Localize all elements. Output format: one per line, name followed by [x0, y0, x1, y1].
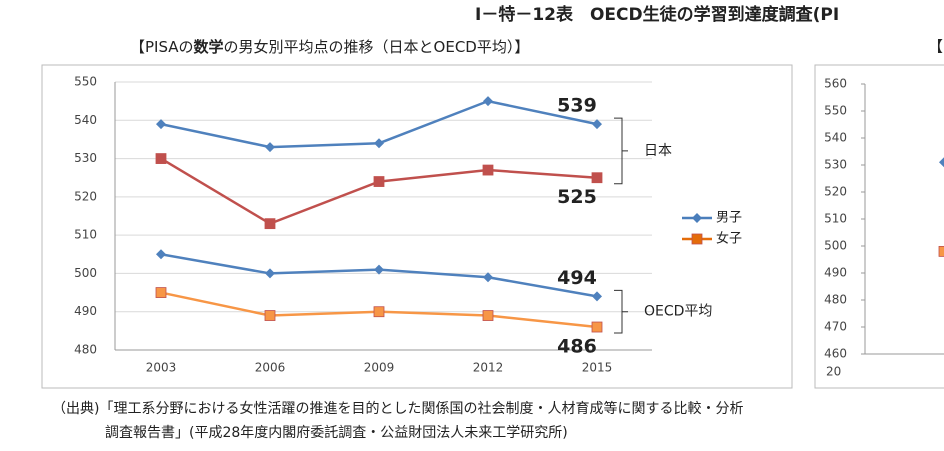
- point: [591, 172, 603, 184]
- point: [373, 176, 385, 187]
- series-line: [160, 253, 598, 298]
- x-tick-label: 2003: [146, 361, 177, 375]
- chart-subtitle: 【PISAの数学の男女別平均点の推移（日本とOECD平均）】: [130, 38, 529, 56]
- point: [691, 233, 703, 245]
- chart-frame: [41, 64, 793, 389]
- x-tick-label: 2006: [255, 361, 286, 375]
- point: [482, 310, 494, 321]
- point: [264, 218, 276, 230]
- point: [373, 306, 385, 318]
- subtitle-part: 数学: [194, 38, 224, 56]
- point: [156, 249, 166, 260]
- y-tick-label: 520: [824, 185, 847, 199]
- point: [264, 310, 276, 321]
- y-tick-label: 530: [74, 151, 97, 165]
- data-label: 486: [557, 336, 597, 358]
- y-tick-label: 520: [74, 189, 97, 203]
- y-tick-label: 550: [824, 104, 847, 118]
- figure-title: Ⅰ－特－12表 OECD生徒の学習到達度調査(PI: [475, 4, 839, 25]
- x-tick-label: 2015: [582, 361, 613, 375]
- y-tick-label: 470: [824, 320, 847, 334]
- data-label: 539: [557, 95, 597, 117]
- point: [374, 138, 384, 149]
- y-tick-label: 530: [824, 158, 847, 172]
- x-tick-label: 20: [826, 365, 841, 379]
- data-label: 525: [557, 186, 597, 208]
- point: [592, 291, 602, 302]
- point: [374, 264, 384, 275]
- legend-label: 男子: [716, 211, 742, 226]
- y-tick-label: 490: [824, 266, 847, 280]
- source-note: （出典)「理工系分野における女性活躍の推進を目的とした関係国の社会制度・人材育成…: [52, 400, 743, 417]
- point: [156, 119, 166, 130]
- group-bracket: [614, 117, 628, 185]
- point: [265, 268, 275, 279]
- x-tick-label: 2009: [364, 361, 395, 375]
- point: [265, 142, 275, 153]
- y-tick-label: 540: [824, 131, 847, 145]
- point: [591, 321, 603, 333]
- point: [592, 119, 602, 130]
- subtitle-part: の男女別平均点の推移（日本とOECD平均）】: [224, 38, 530, 56]
- y-tick-label: 460: [824, 347, 847, 361]
- y-tick-label: 480: [74, 343, 97, 357]
- y-tick-label: 480: [824, 293, 847, 307]
- y-tick-label: 540: [74, 113, 97, 127]
- legend-label: 女子: [716, 231, 742, 247]
- series-line: [160, 157, 598, 226]
- y-tick-label: 560: [824, 77, 847, 91]
- y-tick-label: 510: [74, 228, 97, 242]
- point: [938, 245, 944, 257]
- chart-frame: [814, 64, 944, 389]
- group-bracket: [614, 289, 628, 334]
- subtitle-part: 【PISAの: [130, 38, 194, 56]
- source-note: 調査報告書」(平成28年度内閣府委託調査・公益財団法人未来工学研究所): [105, 425, 568, 441]
- y-tick-label: 500: [74, 266, 97, 280]
- y-tick-label: 500: [824, 239, 847, 253]
- group-label: OECD平均: [644, 304, 712, 320]
- point: [482, 164, 494, 176]
- point: [155, 287, 167, 298]
- y-tick-label: 510: [824, 212, 847, 226]
- x-tick-label: 2012: [473, 361, 504, 375]
- y-tick-label: 550: [74, 75, 97, 89]
- point: [939, 157, 944, 168]
- point: [483, 272, 493, 283]
- point: [155, 153, 167, 164]
- group-label: 日本: [644, 143, 672, 159]
- point: [483, 96, 493, 107]
- data-label: 494: [557, 267, 597, 289]
- y-tick-label: 490: [74, 304, 97, 318]
- chart-subtitle: 【: [928, 38, 943, 56]
- point: [692, 213, 702, 223]
